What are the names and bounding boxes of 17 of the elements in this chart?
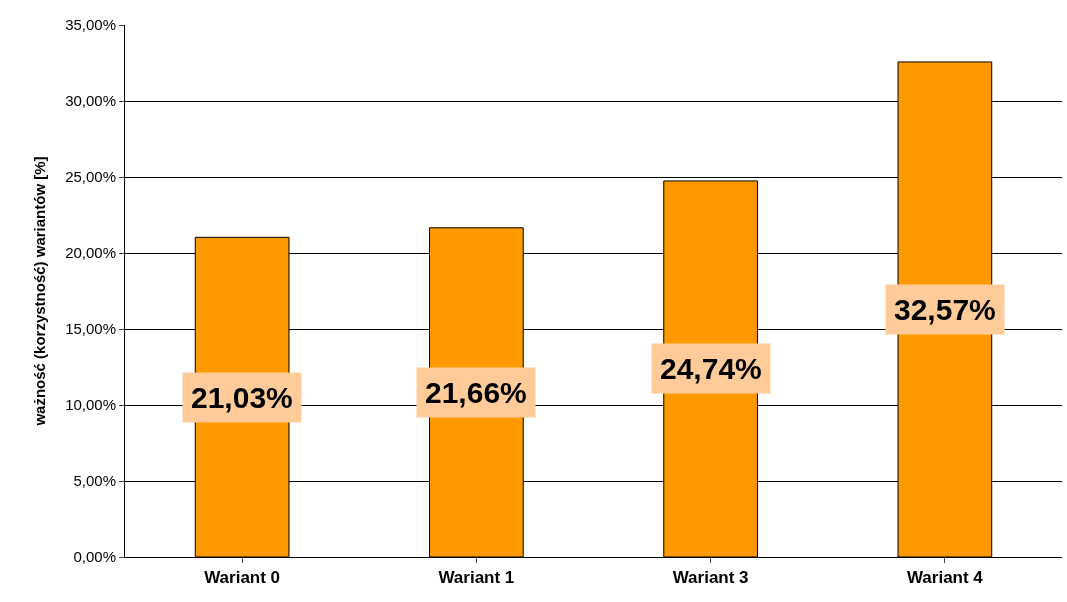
y-tick-label: 20,00%	[65, 244, 116, 262]
data-label: 21,66%	[425, 376, 527, 409]
y-tick-label: 30,00%	[65, 92, 116, 110]
x-tick-label: Wariant 1	[438, 568, 515, 588]
data-label: 24,74%	[660, 352, 762, 385]
data-label: 32,57%	[894, 293, 996, 326]
y-tick-label: 15,00%	[65, 320, 116, 338]
y-tick-label: 0,00%	[73, 548, 116, 566]
x-tick-label: Wariant 4	[906, 568, 984, 588]
y-tick-label: 10,00%	[65, 396, 116, 414]
y-tick-label: 35,00%	[65, 16, 116, 34]
data-label: 21,03%	[191, 381, 293, 414]
y-axis-title: ważność (korzystność) wariantów [%]	[31, 156, 49, 427]
x-tick-label: Wariant 0	[204, 568, 281, 588]
x-tick-label: Wariant 3	[672, 568, 749, 588]
y-tick-label: 25,00%	[65, 168, 116, 186]
y-tick-label: 5,00%	[73, 472, 116, 490]
